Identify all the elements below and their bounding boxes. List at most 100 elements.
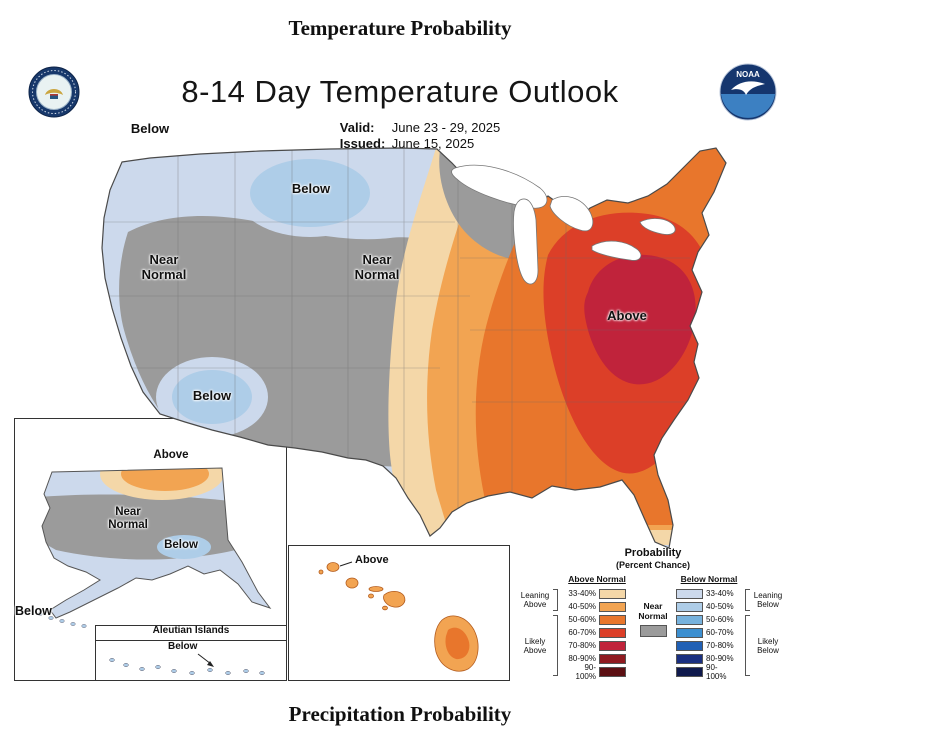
noaa-logo-text: NOAA — [736, 70, 760, 79]
island-hawaii-core — [445, 627, 470, 660]
below-swatch-2 — [676, 601, 703, 612]
above-pct-5: 70-80% — [568, 641, 596, 650]
label-aleutian-below: Below — [168, 641, 198, 652]
label-below-southwest: Below — [192, 388, 232, 403]
below-swatch-7 — [676, 666, 703, 677]
above-swatch-7 — [599, 666, 626, 677]
above-row-1: 33-40% — [564, 587, 630, 600]
near-normal-line1: Near — [643, 601, 663, 611]
validity-block: Valid: June 23 - 29, 2025 Issued: June 15,… — [0, 120, 840, 152]
label-hawaii-above: Above — [355, 554, 389, 566]
above-row-5: 70-80% — [564, 639, 630, 652]
above-row-2: 40-50% — [564, 600, 630, 613]
above-pct-4: 60-70% — [568, 628, 596, 637]
below-swatch-1 — [676, 588, 703, 599]
probability-legend: Probability (Percent Chance) Leaning Abo… — [512, 547, 794, 681]
conus-outline — [101, 147, 727, 549]
aleutian-below-arrowhead — [207, 661, 214, 667]
island-molokai — [368, 586, 384, 592]
below-swatch-4 — [676, 627, 703, 638]
valid-line: Valid: June 23 - 29, 2025 — [340, 120, 500, 135]
lake-ontario — [639, 218, 676, 235]
below-swatch-6 — [676, 653, 703, 664]
doc-seal-shield — [50, 94, 58, 99]
below-pct-6: 80-90% — [706, 654, 734, 663]
legend-below-column: Below Normal 33-40% 40-50% 50-60% 60-70%… — [676, 574, 742, 681]
issued-value: June 15, 2025 — [391, 136, 475, 151]
doc-seal-eagle — [45, 89, 63, 95]
leaning-below-label: Leaning Below — [753, 591, 783, 609]
valid-label: Valid: — [339, 120, 375, 135]
island-niihau — [318, 569, 324, 575]
above-pct-6: 80-90% — [568, 654, 596, 663]
label-alaska-above: Above — [153, 449, 189, 461]
noaa-gull-icon — [731, 81, 765, 95]
aleutian-chain-inset — [109, 658, 265, 675]
island-oahu — [345, 577, 359, 589]
legend-near-normal: Near Normal — [633, 601, 673, 637]
likely-above-group: Likely Above — [519, 613, 561, 678]
below-row-7: 90-100% — [676, 662, 742, 681]
leaning-below-group: Leaning Below — [745, 587, 787, 613]
below-pct-4: 60-70% — [706, 628, 734, 637]
alaska-below-region — [157, 535, 211, 559]
below-pct-5: 70-80% — [706, 641, 734, 650]
label-near-normal-center: Near Normal — [354, 252, 400, 282]
label-near-normal-west: Near Normal — [141, 252, 187, 282]
above-pct-7: 90-100% — [575, 662, 596, 681]
hawaii-inset-frame — [288, 545, 510, 681]
likely-below-bracket — [745, 615, 750, 676]
legend-above-brackets: Leaning Above Likely Above — [519, 587, 561, 678]
map-title: 8-14 Day Temperature Outlook — [181, 74, 619, 109]
island-kahoolawe — [382, 605, 388, 611]
above-row-3: 50-60% — [564, 613, 630, 626]
hawaii-above-leader — [339, 561, 353, 567]
leaning-above-group: Leaning Above — [519, 587, 561, 613]
label-alaska-below: Below — [164, 539, 198, 551]
label-below-northwest: Below — [130, 121, 170, 136]
likely-above-bracket — [553, 615, 558, 676]
above-swatch-5 — [599, 640, 626, 651]
label-below-north: Below — [291, 181, 331, 196]
aleutian-chain-main — [37, 612, 87, 628]
hawaii-islands — [318, 562, 479, 672]
page-title-temperature: Temperature Probability — [288, 16, 512, 40]
legend-above-column: Above Normal 33-40% 40-50% 50-60% 60-70%… — [564, 574, 630, 681]
below-row-6: 80-90% — [676, 652, 742, 665]
above-normal-header: Above Normal — [568, 574, 626, 584]
below-row-3: 50-60% — [676, 613, 742, 626]
island-kauai — [326, 562, 340, 572]
above-row-7: 90-100% — [564, 662, 630, 681]
legend-subtitle: (Percent Chance) — [615, 560, 691, 570]
above-pct-3: 50-60% — [568, 615, 596, 624]
label-alaska-below-coast: Below — [15, 604, 52, 618]
lake-huron — [549, 196, 594, 232]
issued-line: Issued: June 15, 2025 — [340, 136, 474, 151]
below-pct-7: 90-100% — [706, 662, 727, 681]
below-row-2: 40-50% — [676, 600, 742, 613]
doc-seal-shield-top — [50, 94, 58, 96]
above-swatch-3 — [599, 614, 626, 625]
label-alaska-near-normal: Near Normal — [108, 506, 148, 531]
below-swatch-5 — [676, 640, 703, 651]
conus-above-core — [584, 254, 696, 385]
above-swatch-4 — [599, 627, 626, 638]
below-row-4: 60-70% — [676, 626, 742, 639]
likely-above-label: Likely Above — [523, 636, 547, 655]
island-maui — [383, 590, 406, 608]
above-swatch-2 — [599, 601, 626, 612]
below-normal-header: Below Normal — [680, 574, 738, 584]
label-above-east: Above — [607, 308, 647, 323]
legend-below-brackets: Leaning Below Likely Below — [745, 587, 787, 678]
below-pct-2: 40-50% — [706, 602, 734, 611]
state-borders — [102, 148, 700, 508]
lake-michigan — [513, 198, 539, 285]
likely-below-group: Likely Below — [745, 613, 787, 678]
near-normal-line2: Normal — [638, 611, 668, 621]
conus-below-north — [250, 159, 370, 227]
island-lanai — [368, 593, 374, 599]
aleutian-islands-title: Aleutian Islands — [96, 625, 286, 641]
above-row-6: 80-90% — [564, 652, 630, 665]
